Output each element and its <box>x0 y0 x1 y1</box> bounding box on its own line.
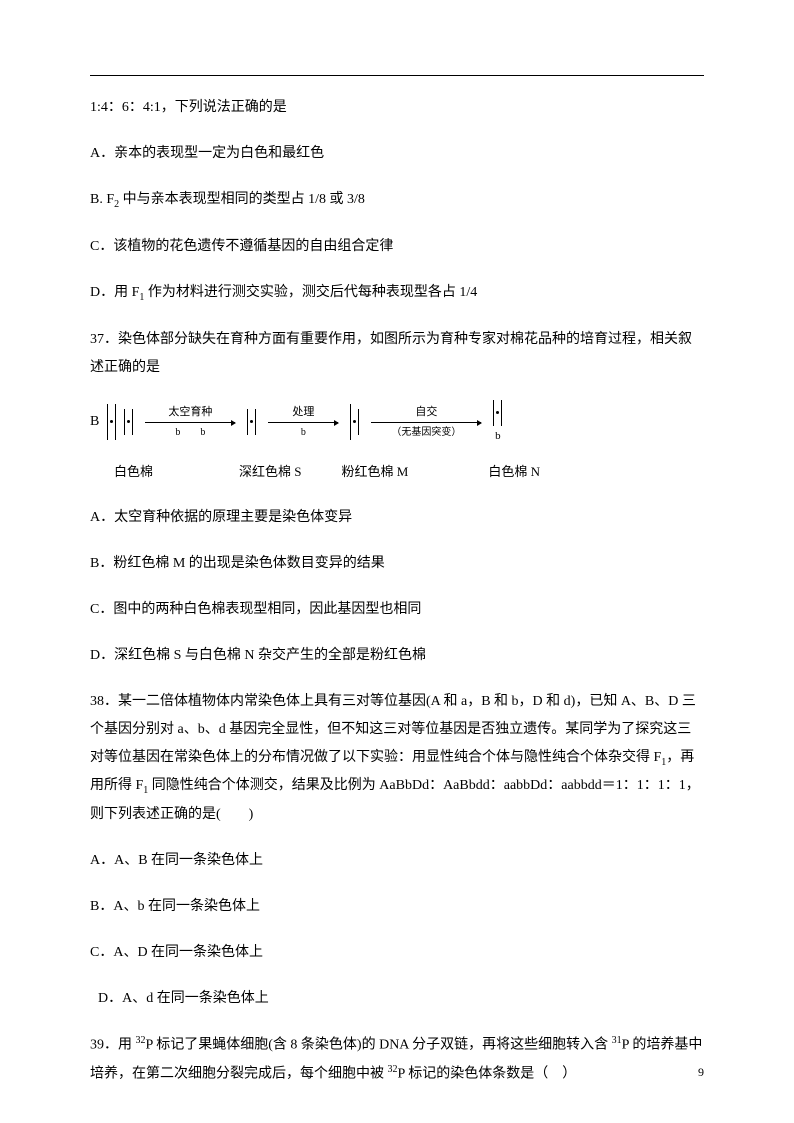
page-number: 9 <box>698 1063 704 1081</box>
q39-sup2: 31 <box>612 1035 622 1046</box>
q37-option-d: D．深红色棉 S 与白色棉 N 杂交产生的全部是粉红色棉 <box>90 642 704 670</box>
q36-option-a: A．亲本的表现型一定为白色和最红色 <box>90 140 704 168</box>
q39-stem: 39．用 32P 标记了果蝇体细胞(含 8 条染色体)的 DNA 分子双链，再将… <box>90 1031 704 1088</box>
chrom-3 <box>247 409 256 435</box>
arrow1-b-left: b <box>175 427 180 438</box>
q38-option-c: C．A、D 在同一条染色体上 <box>90 939 704 967</box>
cotton-1: 白色棉 <box>114 462 153 482</box>
q38-pre: 38．某一二倍体植物体内常染色体上具有三对等位基因(A 和 a，B 和 b，D … <box>90 694 696 765</box>
q39-mid1: P 标记了果蝇体细胞(含 8 条染色体)的 DNA 分子双链，再将这些细胞转入含 <box>146 1038 612 1053</box>
q39-sup1: 32 <box>136 1035 146 1046</box>
chrom-4 <box>350 404 359 440</box>
q38-stem: 38．某一二倍体植物体内常染色体上具有三对等位基因(A 和 a，B 和 b，D … <box>90 688 704 830</box>
q39-pre: 39．用 <box>90 1038 136 1053</box>
diagram-left-B: B <box>90 411 99 432</box>
arrow-2: 处理 b <box>268 404 338 441</box>
q38-option-a: A．A、B 在同一条染色体上 <box>90 847 704 875</box>
q36-d-pre: D．用 F <box>90 285 139 300</box>
q37-option-b: B．粉红色棉 M 的出现是染色体数目变异的结果 <box>90 550 704 578</box>
q36-b-post: 中与亲本表现型相同的类型占 1/8 或 3/8 <box>119 192 365 207</box>
q37-option-c: C．图中的两种白色棉表现型相同，因此基因型也相同 <box>90 596 704 624</box>
continuation-line: 1:4：6：4:1，下列说法正确的是 <box>90 94 704 122</box>
q36-option-d: D．用 F1 作为材料进行测交实验，测交后代每种表现型各占 1/4 <box>90 279 704 308</box>
cotton-labels: 白色棉 深红色棉 S 粉红色棉 M 白色棉 N <box>90 462 704 482</box>
q36-d-post: 作为材料进行测交实验，测交后代每种表现型各占 1/4 <box>144 285 477 300</box>
q37-diagram: B 太空育种 b b 处理 b 自交 （无基因突变） b <box>90 400 704 445</box>
q36-b-pre: B. F <box>90 192 114 207</box>
q39-sup3: 32 <box>388 1064 398 1075</box>
arrow1-label: 太空育种 <box>168 404 212 421</box>
arrow2-bottom: b <box>301 425 306 440</box>
q37-option-a: A．太空育种依据的原理主要是染色体变异 <box>90 504 704 532</box>
cotton-4: 白色棉 N <box>488 462 540 482</box>
q36-option-b: B. F2 中与亲本表现型相同的类型占 1/8 或 3/8 <box>90 186 704 215</box>
arrow1-b-right: b <box>200 427 205 438</box>
arrow-3: 自交 （无基因突变） <box>371 404 481 441</box>
chrom5-b: b <box>495 428 501 445</box>
q37-stem: 37．染色体部分缺失在育种方面有重要作用，如图所示为育种专家对棉花品种的培育过程… <box>90 326 704 382</box>
chrom-5: b <box>493 400 502 445</box>
arrow3-label: 自交 <box>415 404 437 421</box>
arrow3-bottom: （无基因突变） <box>391 425 461 440</box>
q36-option-c: C．该植物的花色遗传不遵循基因的自由组合定律 <box>90 233 704 261</box>
arrow2-label: 处理 <box>292 404 314 421</box>
arrow-1: 太空育种 b b <box>145 404 235 441</box>
chrom-1 <box>107 404 116 440</box>
chrom-2 <box>124 409 133 435</box>
top-rule <box>90 75 704 76</box>
q38-option-b: B．A、b 在同一条染色体上 <box>90 893 704 921</box>
q38-option-d: D．A、d 在同一条染色体上 <box>90 985 704 1013</box>
q38-post: 同隐性纯合个体测交，结果及比例为 AaBbDd：AaBbdd：aabbDd：aa… <box>90 778 700 822</box>
cotton-2: 深红色棉 S <box>239 462 301 482</box>
cotton-3: 粉红色棉 M <box>342 462 409 482</box>
q39-post: P 标记的染色体条数是（ ） <box>398 1067 577 1082</box>
